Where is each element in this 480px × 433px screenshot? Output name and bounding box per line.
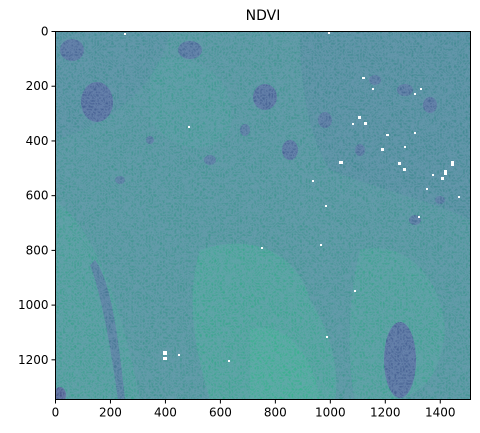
x-tick-label: 1400 [425,406,456,420]
y-axis: 0 200 400 600 800 1000 1200 [18,25,56,367]
y-tick-label: 1200 [18,353,49,367]
y-tick-label: 600 [26,189,49,203]
x-tick-label: 600 [209,406,232,420]
y-tick-label: 200 [26,79,49,93]
x-tick-label: 1200 [370,406,401,420]
ndvi-raster [55,31,471,400]
nodata-pixels [124,32,460,362]
x-tick-label: 0 [52,406,60,420]
y-tick-label: 1000 [18,298,49,312]
plot-frame [55,31,471,400]
x-tick-label: 800 [264,406,287,420]
y-tick-label: 0 [41,25,49,39]
x-tick-label: 1000 [315,406,346,420]
x-tick-label: 200 [99,406,122,420]
chart-title: NDVI [246,8,281,24]
y-tick-label: 400 [26,134,49,148]
y-tick-label: 800 [26,243,49,257]
x-tick-label: 400 [154,406,177,420]
x-axis: 0 200 400 600 800 1000 1200 1400 [52,399,456,420]
